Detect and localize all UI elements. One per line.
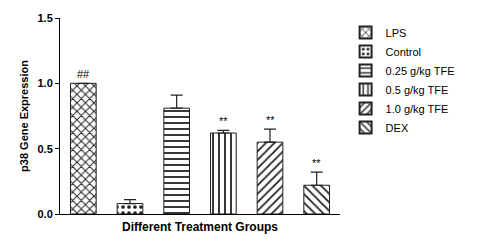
svg-text:0.25 g/kg TFE: 0.25 g/kg TFE [386, 65, 455, 77]
svg-text:**: ** [312, 157, 321, 169]
svg-text:##: ## [77, 68, 90, 80]
svg-text:1.0: 1.0 [38, 77, 53, 89]
svg-text:LPS: LPS [386, 27, 407, 39]
svg-text:0.0: 0.0 [38, 208, 53, 220]
svg-text:p38 Gene Expression: p38 Gene Expression [18, 60, 30, 172]
svg-text:1.0 g/kg TFE: 1.0 g/kg TFE [386, 103, 449, 115]
svg-text:0.5 g/kg TFE: 0.5 g/kg TFE [386, 84, 449, 96]
svg-text:DEX: DEX [386, 122, 409, 134]
svg-text:0.5: 0.5 [38, 143, 53, 155]
svg-text:**: ** [219, 115, 228, 127]
svg-text:Different Treatment Groups: Different Treatment Groups [122, 220, 278, 234]
svg-text:**: ** [266, 114, 275, 126]
svg-text:1.5: 1.5 [38, 12, 53, 24]
svg-text:Control: Control [386, 46, 421, 58]
